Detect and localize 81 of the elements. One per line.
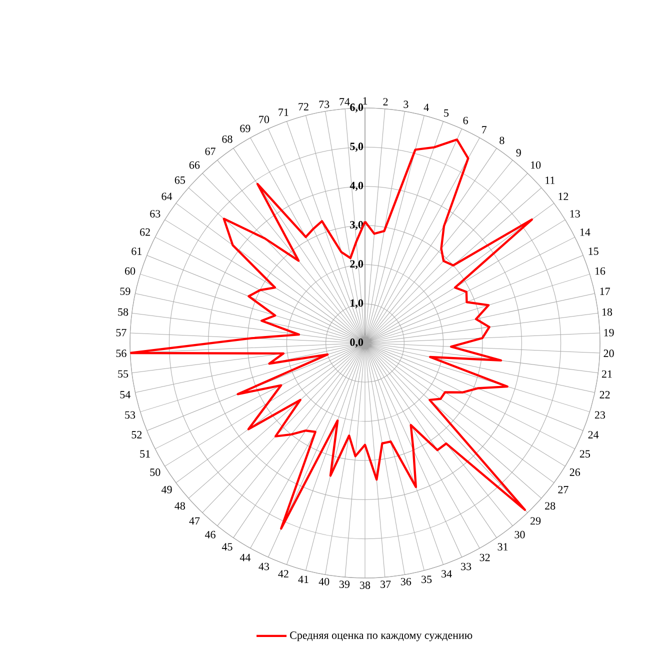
spoke-label: 4 (424, 104, 429, 111)
spoke-label: 13 (570, 210, 580, 218)
spoke-label: 73 (319, 100, 330, 108)
spoke-label: 72 (298, 103, 308, 110)
legend-label: Средняя оценка по каждому суждению (290, 632, 472, 642)
spoke-label: 58 (118, 308, 128, 316)
spoke-label: 15 (588, 248, 598, 255)
spoke-label: 8 (500, 136, 504, 144)
spoke-label: 35 (422, 576, 432, 584)
spoke-label: 18 (602, 308, 612, 316)
spoke-label: 2 (383, 98, 388, 106)
y-tick-label: 4,0 (350, 182, 364, 191)
spoke-label: 28 (545, 502, 556, 510)
spoke-label: 9 (516, 149, 521, 156)
spoke-label: 22 (600, 391, 610, 398)
spoke-label: 69 (240, 124, 250, 132)
spoke-label: 40 (318, 578, 330, 586)
spoke-label: 14 (580, 228, 590, 236)
spoke-label: 53 (125, 411, 136, 419)
spoke-label: 6 (463, 116, 468, 124)
spoke-label: 24 (588, 431, 599, 438)
spoke-label: 30 (514, 530, 525, 538)
spoke-label: 63 (150, 210, 160, 218)
spoke-label: 51 (140, 450, 150, 458)
spoke-label: 60 (124, 267, 136, 275)
spoke-label: 41 (298, 576, 308, 583)
spoke-label: 71 (278, 108, 288, 116)
spoke-label: 45 (222, 543, 232, 551)
spoke-label: 25 (580, 450, 590, 458)
spoke-label: 37 (380, 580, 391, 588)
spoke-label: 46 (205, 530, 216, 538)
spoke-label: 39 (339, 580, 350, 588)
spoke-label: 48 (174, 502, 186, 510)
y-tick-label: 5,0 (350, 142, 364, 152)
y-tick-label: 1,0 (350, 299, 364, 308)
spoke-label: 42 (278, 570, 288, 578)
spoke-label: 66 (189, 161, 200, 169)
y-tick-label: 6,0 (350, 104, 364, 113)
spoke-label: 32 (480, 554, 490, 562)
spoke-label: 3 (404, 100, 408, 108)
spoke-label: 62 (140, 228, 150, 236)
spoke-label: 47 (189, 517, 200, 525)
spoke-label: 56 (116, 350, 126, 358)
spoke-label: 11 (546, 176, 555, 184)
spoke-label: 7 (482, 126, 487, 134)
spoke-label: 23 (594, 411, 606, 419)
spoke-label: 55 (118, 370, 128, 378)
spoke-label: 33 (461, 562, 472, 570)
spoke-label: 26 (570, 468, 580, 476)
spoke-label: 65 (174, 176, 185, 184)
spoke-label: 49 (161, 486, 172, 494)
spoke-label: 36 (400, 578, 412, 586)
y-tick-label: 2,0 (350, 260, 364, 270)
spoke-label: 54 (120, 391, 130, 398)
spoke-label: 64 (162, 192, 172, 200)
spoke-label: 44 (240, 554, 251, 562)
spoke-label: 19 (604, 328, 614, 336)
spoke-label: 34 (442, 570, 452, 578)
spoke-label: 61 (132, 248, 142, 255)
spoke-label: 29 (530, 517, 541, 525)
spoke-label: 59 (120, 288, 130, 296)
spoke-label: 17 (600, 288, 610, 295)
spoke-label: 50 (150, 468, 160, 476)
spoke-label: 10 (531, 161, 541, 169)
spoke-label: 31 (498, 543, 508, 551)
spoke-label: 27 (558, 486, 568, 494)
spoke-label: 52 (132, 431, 142, 438)
spoke-label: 1 (363, 97, 368, 104)
spoke-label: 68 (222, 135, 232, 143)
spoke-label: 21 (602, 370, 612, 378)
spoke-label: 12 (558, 192, 568, 200)
spoke-label: 20 (604, 350, 614, 358)
spoke-label: 43 (258, 562, 270, 570)
spoke-label: 16 (595, 267, 606, 275)
spoke-label: 67 (205, 148, 216, 156)
spoke-label: 5 (444, 109, 449, 117)
spoke-label: 74 (340, 98, 350, 106)
spoke-label: 57 (116, 328, 126, 336)
spoke-label: 70 (259, 116, 270, 124)
y-tick-label: 0,0 (350, 338, 364, 348)
spoke-label: 38 (360, 582, 370, 589)
